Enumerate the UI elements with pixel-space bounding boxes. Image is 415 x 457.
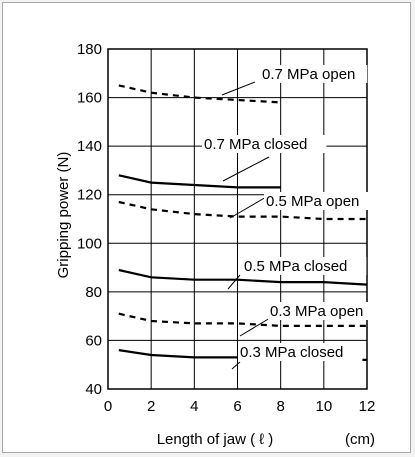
y-tick-label-0: 40 bbox=[85, 381, 102, 398]
x-tick-labels: 0 2 4 6 8 10 12 bbox=[104, 398, 376, 415]
y-tick-label-1: 60 bbox=[85, 332, 102, 349]
series-label-4: 0.3 MPa open bbox=[270, 303, 363, 320]
series-label-bg-3 bbox=[242, 257, 367, 275]
x-tick-label-6: 12 bbox=[359, 398, 376, 415]
y-tick-label-7: 180 bbox=[77, 41, 102, 58]
grid bbox=[107, 48, 368, 390]
series-label-3: 0.5 MPa closed bbox=[244, 258, 347, 275]
x-tick-label-0: 0 bbox=[104, 398, 112, 415]
x-axis-unit: (cm) bbox=[345, 431, 375, 448]
x-tick-label-1: 2 bbox=[147, 398, 155, 415]
series-label-5: 0.3 MPa closed bbox=[240, 344, 343, 361]
series-label-bg-0 bbox=[260, 65, 368, 83]
y-tick-label-6: 160 bbox=[77, 90, 102, 107]
y-tick-label-4: 120 bbox=[77, 187, 102, 204]
x-tick-label-3: 6 bbox=[233, 398, 241, 415]
y-axis-label: Gripping power (N) bbox=[55, 152, 72, 279]
series-line-3 bbox=[118, 268, 368, 286]
series-leader-1 bbox=[222, 156, 270, 182]
series-label-2: 0.5 MPa open bbox=[266, 193, 359, 210]
y-tick-label-5: 140 bbox=[77, 138, 102, 155]
series-label-bg-2 bbox=[264, 192, 372, 210]
series-line-4 bbox=[118, 312, 367, 327]
series-label-bg-5 bbox=[238, 343, 363, 361]
x-tick-label-5: 10 bbox=[315, 398, 332, 415]
series-label-bg-4 bbox=[268, 302, 376, 320]
series-label-0: 0.7 MPa open bbox=[262, 66, 355, 83]
x-tick-label-2: 4 bbox=[190, 398, 198, 415]
series-leader-3 bbox=[227, 274, 241, 290]
series-line-1 bbox=[118, 174, 281, 189]
series-line-0 bbox=[118, 84, 281, 104]
x-tick-label-4: 8 bbox=[276, 398, 284, 415]
series-labels: 0.7 MPa open 0.7 MPa closed 0.5 MPa open 0.… bbox=[202, 65, 376, 370]
x-axis-label: Length of jaw ( ℓ ) bbox=[157, 431, 274, 448]
y-tick-labels: 40 60 80 100 120 140 160 180 bbox=[77, 41, 102, 398]
series-leader-4 bbox=[239, 317, 271, 337]
series-leader-2 bbox=[229, 195, 269, 219]
series-line-2 bbox=[118, 200, 367, 221]
y-tick-label-3: 100 bbox=[77, 235, 102, 252]
series-label-1: 0.7 MPa closed bbox=[204, 136, 307, 153]
series-label-bg-1 bbox=[202, 135, 327, 153]
series-leader-5 bbox=[231, 361, 241, 370]
plot-border bbox=[107, 48, 368, 390]
series-leader-0 bbox=[221, 81, 256, 96]
y-tick-label-2: 80 bbox=[85, 284, 102, 301]
